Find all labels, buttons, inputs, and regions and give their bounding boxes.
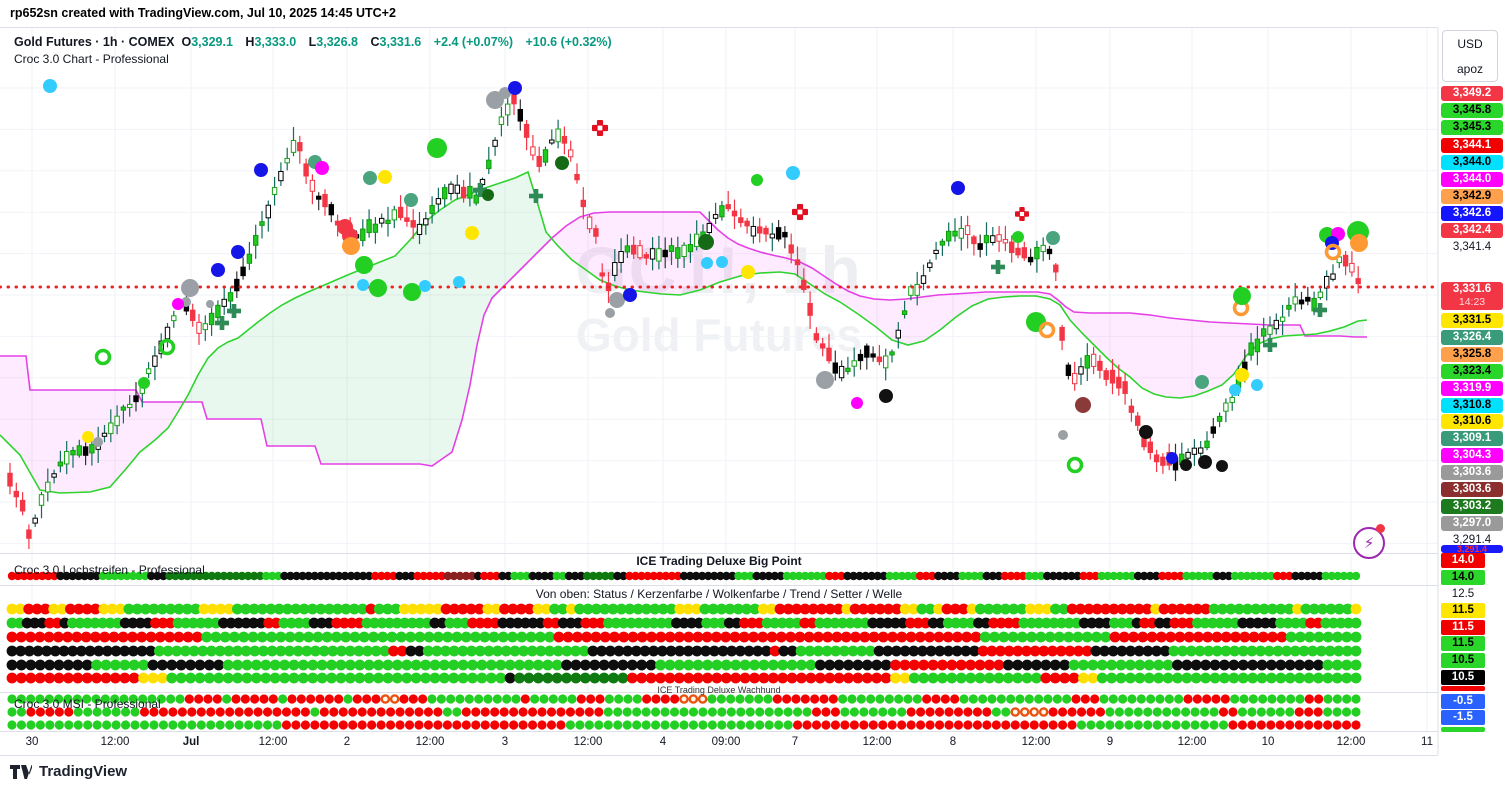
- time-axis-label[interactable]: 4: [659, 736, 667, 748]
- price-label: 3,326.4: [1441, 329, 1503, 345]
- time-axis-label[interactable]: 3: [501, 736, 509, 748]
- time-axis-label[interactable]: 09:00: [711, 736, 741, 748]
- pane-value-label: 11.5: [1441, 635, 1485, 651]
- price-label: 3,303.2: [1441, 498, 1503, 514]
- pane-value-label: 11.5: [1441, 619, 1485, 635]
- price-label: 3,303.6: [1441, 481, 1503, 497]
- pane-value-label: [1441, 685, 1485, 691]
- ohlc-part: 3,326.8: [316, 35, 371, 49]
- price-label: 3,291.4: [1452, 533, 1492, 546]
- time-axis-label[interactable]: Jul: [182, 736, 200, 748]
- ohlc-part: +10.6 (+0.32%): [525, 35, 612, 49]
- price-label: 3,297.0: [1441, 515, 1503, 531]
- pane-value-label: 14.0: [1441, 552, 1485, 568]
- indicator-legend[interactable]: Croc 3.0 Chart - Professional: [14, 52, 169, 66]
- time-axis-label[interactable]: 8: [949, 736, 957, 748]
- current-price-label: 3,331.6 14:23: [1441, 282, 1503, 310]
- ohlc-values: O3,329.1 H3,333.0 L3,326.8 C3,331.6 +2.4…: [181, 35, 611, 49]
- time-axis-label[interactable]: 12:00: [100, 736, 130, 748]
- price-label: 3,345.3: [1441, 119, 1503, 135]
- bar-countdown: 14:23: [1458, 296, 1486, 308]
- main-chart-canvas[interactable]: [0, 0, 1508, 760]
- ohlc-part: 3,331.6: [379, 35, 434, 49]
- time-axis-label[interactable]: 7: [791, 736, 799, 748]
- price-label: 3,291.4: [1441, 545, 1503, 553]
- panel2-title: Von oben: Status / Kerzenfarbe / Wolkenf…: [535, 587, 903, 601]
- panel3-label[interactable]: Croc 3.0 MSI - Professional: [14, 697, 161, 711]
- time-axis-label[interactable]: 12:00: [862, 736, 892, 748]
- price-label: 3,310.6: [1441, 413, 1503, 429]
- price-label: 3,323.4: [1441, 363, 1503, 379]
- currency-button[interactable]: USD: [1457, 36, 1483, 51]
- price-label: 3,325.8: [1441, 346, 1503, 362]
- price-label: 3,309.1: [1441, 430, 1503, 446]
- price-label: 3,349.2: [1441, 85, 1503, 101]
- price-label: 3,342.6: [1441, 205, 1503, 221]
- price-label: 3,344.0: [1441, 171, 1503, 187]
- time-axis-label[interactable]: 9: [1106, 736, 1114, 748]
- price-scale-unit-switch: USD apoz: [1442, 30, 1498, 82]
- price-label: 3,303.6: [1441, 464, 1503, 480]
- time-axis-label[interactable]: 12:00: [258, 736, 288, 748]
- price-label: 3,345.8: [1441, 102, 1503, 118]
- ohlc-part: 3,333.0: [254, 35, 309, 49]
- ohlc-part: 3,329.1: [191, 35, 246, 49]
- time-axis-label[interactable]: 12:00: [1336, 736, 1366, 748]
- pane-value-label: [1441, 726, 1485, 732]
- pane-value-label: -0.5: [1441, 693, 1485, 709]
- price-label: 3,344.0: [1441, 154, 1503, 170]
- symbol-title: Gold Futures · 1h · COMEX: [14, 35, 175, 49]
- ohlc-part: +2.4 (+0.07%): [433, 35, 526, 49]
- time-axis-label[interactable]: 12:00: [1177, 736, 1207, 748]
- time-axis-label[interactable]: 12:00: [573, 736, 603, 748]
- notification-dot-icon: [1376, 524, 1385, 533]
- credit-text: rp652sn created with TradingView.com, Ju…: [10, 6, 396, 20]
- time-axis-label[interactable]: 11: [1421, 736, 1433, 748]
- panel2-footnote: ICE Trading Deluxe Wachhund: [657, 685, 781, 695]
- panel1-label[interactable]: Croc 3.0 Lochstreifen - Professional: [14, 563, 205, 577]
- pane-value-label: 10.5: [1441, 652, 1485, 668]
- time-axis-label[interactable]: 10: [1261, 736, 1275, 748]
- price-label: 3,344.1: [1441, 137, 1503, 153]
- ohlc-part: L: [308, 35, 317, 49]
- pane-value-label: 14.0: [1441, 569, 1485, 585]
- tradingview-logo-icon: [10, 764, 32, 779]
- time-axis-label[interactable]: 30: [25, 736, 39, 748]
- ohlc-part: H: [245, 35, 255, 49]
- unit-button[interactable]: apoz: [1456, 61, 1484, 76]
- pane-value-label: 11.5: [1441, 602, 1485, 618]
- price-label: 3,342.4: [1441, 222, 1503, 238]
- pane-value-label: -1.5: [1441, 709, 1485, 725]
- ohlc-part: O: [181, 35, 192, 49]
- price-label: 3,310.8: [1441, 397, 1503, 413]
- time-axis-label[interactable]: 12:00: [415, 736, 445, 748]
- price-axis[interactable]: 3,331.6 14:23 3,349.2 3,345.8 3,345.3 3,344…: [1438, 0, 1508, 791]
- pane-value-label: 10.5: [1441, 669, 1485, 685]
- ohlc-part: C: [370, 35, 380, 49]
- price-label: 3,304.3: [1441, 447, 1503, 463]
- price-label: 3,319.9: [1441, 380, 1503, 396]
- panel1-title: ICE Trading Deluxe Big Point: [636, 554, 802, 568]
- pane-value-label: 12.5: [1451, 587, 1475, 600]
- symbol-legend[interactable]: Gold Futures · 1h · COMEX O3,329.1 H3,33…: [14, 35, 612, 49]
- time-axis-label[interactable]: 2: [343, 736, 351, 748]
- tradingview-brand-text: TradingView: [39, 763, 128, 780]
- price-label: 3,342.9: [1441, 188, 1503, 204]
- time-axis-label[interactable]: 12:00: [1021, 736, 1051, 748]
- price-label: 3,341.4: [1452, 240, 1492, 253]
- price-label: 3,331.5: [1441, 312, 1503, 328]
- tradingview-footer[interactable]: TradingView: [10, 763, 127, 780]
